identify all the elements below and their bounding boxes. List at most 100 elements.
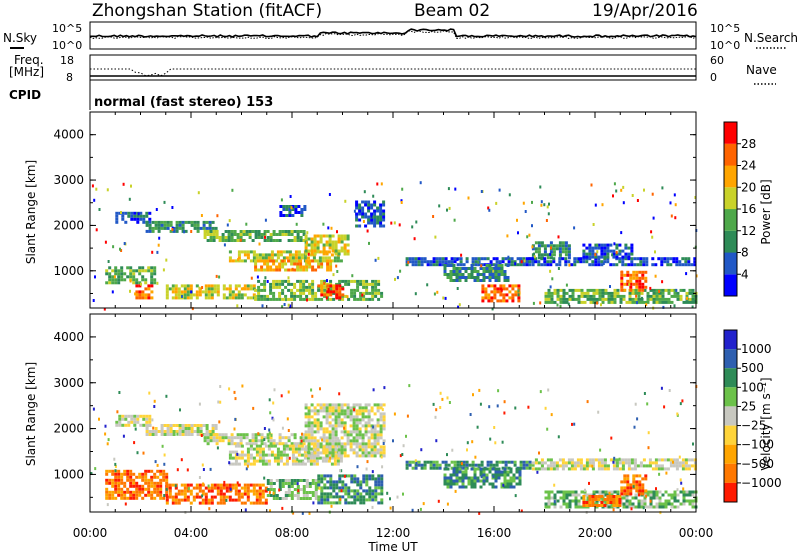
echo-cell bbox=[346, 295, 349, 299]
echo-cell bbox=[393, 412, 396, 416]
echo-cell bbox=[105, 496, 109, 500]
noise-panel: N.Sky 10^5 10^0 10^5 10^0 N.Search bbox=[3, 21, 798, 52]
echo-cell bbox=[323, 281, 326, 285]
echo-cell bbox=[556, 303, 559, 307]
echo-cell bbox=[641, 483, 645, 487]
echo-cell bbox=[470, 270, 474, 273]
echo-cell bbox=[368, 486, 372, 490]
echo-cell bbox=[396, 276, 399, 280]
echo-cell bbox=[408, 260, 412, 264]
echo-cell bbox=[494, 476, 498, 480]
echo-cell bbox=[586, 496, 590, 500]
echo-cell bbox=[268, 490, 271, 494]
echo-cell bbox=[341, 279, 345, 283]
echo-cell bbox=[313, 451, 317, 455]
echo-cell bbox=[371, 498, 375, 502]
echo-cell bbox=[567, 253, 571, 257]
echo-cell bbox=[356, 465, 359, 469]
echo-cell bbox=[534, 461, 538, 465]
echo-cell bbox=[175, 430, 179, 433]
echo-cell bbox=[405, 460, 409, 464]
echo-cell bbox=[269, 297, 273, 301]
echo-cell bbox=[204, 492, 208, 496]
echo-cell bbox=[673, 490, 677, 494]
echo-cell bbox=[337, 442, 341, 446]
echo-cell bbox=[528, 463, 532, 467]
echo-cell bbox=[657, 257, 661, 261]
echo-cell bbox=[222, 296, 226, 300]
echo-cell bbox=[150, 478, 154, 482]
echo-cell bbox=[296, 288, 300, 292]
echo-cell bbox=[647, 446, 650, 450]
echo-cell bbox=[479, 267, 483, 270]
echo-cell bbox=[641, 273, 645, 277]
echo-cell bbox=[367, 221, 371, 225]
echo-cell bbox=[124, 423, 128, 427]
echo-cell bbox=[429, 463, 433, 467]
echo-cell bbox=[148, 391, 151, 395]
echo-cell bbox=[458, 476, 462, 480]
echo-cell bbox=[132, 278, 136, 282]
nsky-label: N.Sky bbox=[3, 31, 37, 45]
echo-cell bbox=[583, 294, 587, 298]
echo-cell bbox=[338, 480, 342, 484]
echo-cell bbox=[500, 473, 504, 477]
echo-cell bbox=[367, 203, 371, 207]
echo-cell bbox=[631, 496, 635, 500]
echo-cell bbox=[419, 507, 422, 511]
echo-cell bbox=[334, 243, 338, 247]
echo-cell bbox=[522, 463, 526, 467]
echo-cell bbox=[589, 288, 593, 292]
echo-cell bbox=[609, 243, 613, 247]
echo-cell bbox=[604, 490, 608, 494]
echo-cell bbox=[227, 236, 231, 239]
echo-cell bbox=[597, 243, 601, 247]
echo-cell bbox=[159, 469, 163, 473]
echo-cell bbox=[494, 267, 498, 270]
echo-cell bbox=[105, 490, 109, 494]
echo-cell bbox=[278, 230, 282, 233]
echo-cell bbox=[538, 451, 540, 455]
echo-cell bbox=[287, 479, 291, 482]
echo-cell bbox=[305, 479, 309, 482]
echo-cell bbox=[473, 270, 477, 273]
echo-cell bbox=[287, 268, 291, 272]
echo-cell bbox=[332, 501, 336, 505]
echo-cell bbox=[359, 486, 363, 490]
echo-cell bbox=[454, 489, 457, 493]
echo-cell bbox=[465, 463, 469, 467]
echo-cell bbox=[285, 250, 289, 254]
echo-cell bbox=[349, 409, 353, 413]
echo-cell bbox=[549, 241, 553, 245]
echo-cell bbox=[325, 240, 329, 244]
echo-cell bbox=[435, 439, 438, 443]
echo-cell bbox=[604, 288, 608, 292]
echo-cell bbox=[624, 461, 628, 465]
echo-cell bbox=[488, 482, 492, 486]
echo-cell bbox=[458, 467, 462, 471]
echo-cell bbox=[497, 276, 501, 279]
echo-cell bbox=[374, 294, 378, 298]
echo-cell bbox=[663, 257, 667, 261]
echo-cell bbox=[261, 447, 265, 451]
echo-cell bbox=[168, 492, 172, 496]
echo-cell bbox=[254, 230, 258, 233]
echo-cell bbox=[270, 250, 274, 254]
echo-cell bbox=[221, 239, 225, 242]
echo-cell bbox=[325, 234, 329, 238]
echo-cell bbox=[482, 270, 486, 273]
echo-cell bbox=[449, 476, 453, 480]
echo-cell bbox=[473, 482, 477, 486]
echo-cell bbox=[326, 293, 330, 297]
echo-cell bbox=[249, 447, 253, 451]
echo-cell bbox=[323, 486, 327, 490]
echo-cell bbox=[452, 482, 456, 486]
echo-cell bbox=[665, 471, 668, 475]
echo-cell bbox=[562, 499, 566, 503]
echo-cell bbox=[314, 491, 318, 494]
echo-cell bbox=[341, 495, 345, 499]
echo-cell bbox=[211, 427, 215, 430]
echo-cell bbox=[165, 258, 168, 262]
echo-cell bbox=[645, 494, 648, 498]
echo-cell bbox=[582, 504, 586, 507]
